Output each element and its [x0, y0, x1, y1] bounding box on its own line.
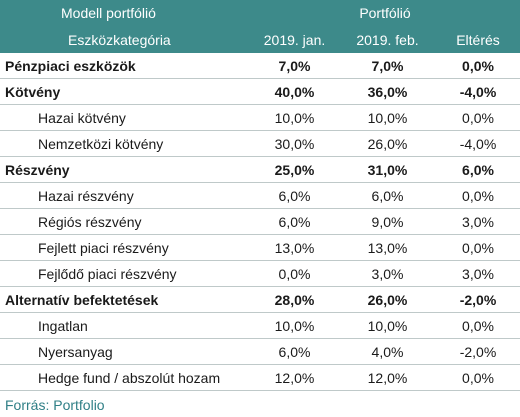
row-name: Hedge fund / abszolút hozam [38, 369, 221, 386]
row-jan: 12,0% [274, 369, 315, 386]
table-row: Fejlett piaci részvény 13,0% 13,0% 0,0% [0, 235, 520, 261]
jan-header: 2019. jan. [263, 31, 326, 48]
row-diff: -2,0% [459, 343, 497, 360]
row-jan: 10,0% [274, 109, 315, 126]
row-name: Hazai részvény [38, 187, 134, 204]
row-feb: 10,0% [367, 109, 408, 126]
source-note: Forrás: Portfolio [5, 397, 105, 413]
row-jan: 10,0% [274, 317, 315, 334]
row-diff: 6,0% [462, 161, 494, 178]
model-portfolio-label: Modell portfólió [61, 5, 156, 21]
table-row: Nyersanyag 6,0% 4,0% -2,0% [0, 339, 520, 365]
row-jan: 30,0% [274, 135, 315, 152]
diff-header: Eltérés [456, 31, 500, 48]
table-header-bottom: Eszközkategória 2019. jan. 2019. feb. El… [0, 26, 520, 53]
portfolio-label: Portfólió [359, 5, 411, 21]
row-diff: 0,0% [462, 239, 494, 256]
table-row: Ingatlan 10,0% 10,0% 0,0% [0, 313, 520, 339]
row-feb: 26,0% [367, 291, 408, 308]
table-row: Részvény 25,0% 31,0% 6,0% [0, 157, 520, 183]
row-name: Kötvény [5, 83, 61, 100]
row-diff: 3,0% [462, 265, 494, 282]
row-name: Nemzetközi kötvény [38, 135, 164, 152]
row-name: Nyersanyag [38, 343, 113, 360]
table-row: Hedge fund / abszolút hozam 12,0% 12,0% … [0, 365, 520, 391]
feb-header: 2019. feb. [356, 31, 419, 48]
table-row: Pénzpiaci eszközök 7,0% 7,0% 0,0% [0, 53, 520, 79]
row-name: Pénzpiaci eszközök [5, 57, 136, 74]
row-feb: 36,0% [367, 83, 408, 100]
row-feb: 10,0% [367, 317, 408, 334]
row-feb: 31,0% [367, 161, 408, 178]
row-jan: 6,0% [278, 343, 311, 360]
row-jan: 13,0% [274, 239, 315, 256]
row-feb: 13,0% [367, 239, 408, 256]
row-name: Fejlődő piaci részvény [38, 265, 177, 282]
row-feb: 3,0% [371, 265, 404, 282]
table-row: Kötvény 40,0% 36,0% -4,0% [0, 79, 520, 105]
row-name: Részvény [5, 161, 70, 178]
row-jan: 0,0% [278, 265, 311, 282]
row-jan: 7,0% [278, 57, 311, 74]
category-header: Eszközkategória [68, 31, 171, 48]
row-diff: 3,0% [462, 213, 494, 230]
row-jan: 28,0% [274, 291, 315, 308]
table-row: Régiós részvény 6,0% 9,0% 3,0% [0, 209, 520, 235]
row-name: Régiós részvény [38, 213, 142, 230]
row-name: Fejlett piaci részvény [38, 239, 169, 256]
row-feb: 12,0% [367, 369, 408, 386]
row-diff: -2,0% [459, 291, 497, 308]
row-name: Ingatlan [38, 317, 88, 334]
table-row: Alternatív befektetések 28,0% 26,0% -2,0… [0, 287, 520, 313]
table-row: Nemzetközi kötvény 30,0% 26,0% -4,0% [0, 131, 520, 157]
table-row: Hazai részvény 6,0% 6,0% 0,0% [0, 183, 520, 209]
row-diff: 0,0% [462, 57, 494, 74]
row-diff: 0,0% [462, 369, 494, 386]
row-feb: 7,0% [371, 57, 404, 74]
row-feb: 9,0% [371, 213, 404, 230]
row-diff: 0,0% [462, 187, 494, 204]
row-feb: 6,0% [371, 187, 404, 204]
row-jan: 6,0% [278, 213, 311, 230]
row-diff: -4,0% [459, 135, 497, 152]
row-jan: 6,0% [278, 187, 311, 204]
row-feb: 4,0% [371, 343, 404, 360]
table-row: Hazai kötvény 10,0% 10,0% 0,0% [0, 105, 520, 131]
row-name: Hazai kötvény [38, 109, 126, 126]
row-jan: 25,0% [274, 161, 315, 178]
row-diff: -4,0% [459, 83, 497, 100]
row-feb: 26,0% [367, 135, 408, 152]
row-diff: 0,0% [462, 109, 494, 126]
row-jan: 40,0% [274, 83, 315, 100]
table-row: Fejlődő piaci részvény 0,0% 3,0% 3,0% [0, 261, 520, 287]
row-diff: 0,0% [462, 317, 494, 334]
table-header-top: Modell portfólió Portfólió [0, 0, 520, 26]
row-name: Alternatív befektetések [5, 291, 159, 308]
